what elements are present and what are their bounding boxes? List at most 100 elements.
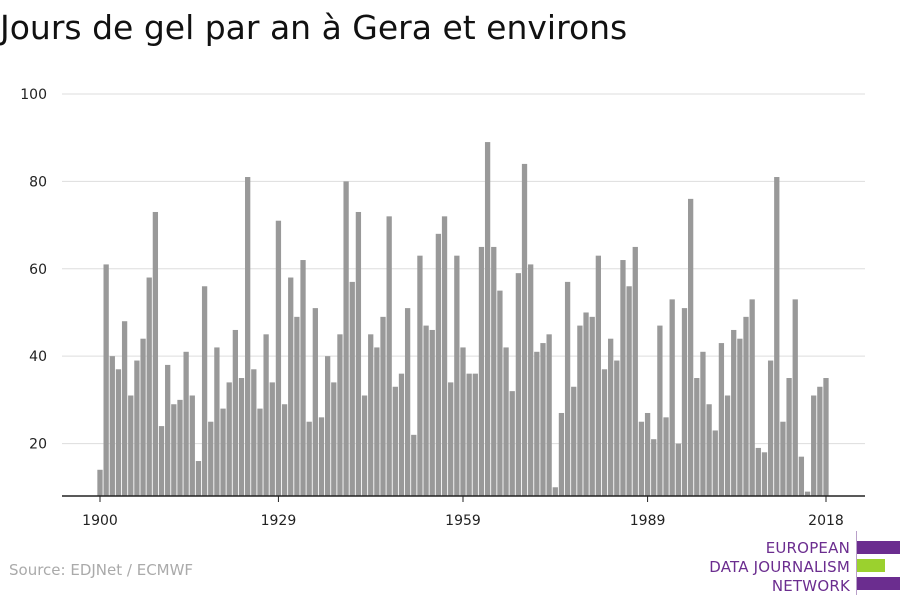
bar [158, 426, 165, 496]
bar [152, 211, 159, 497]
logo-bar-bottom [857, 577, 900, 590]
bar [780, 421, 786, 496]
bar [404, 308, 411, 496]
bar [558, 412, 565, 496]
bar [232, 329, 238, 496]
bar [226, 382, 232, 496]
bar [718, 343, 725, 496]
bar [128, 395, 134, 496]
bar [97, 469, 103, 496]
x-tick-label: 1900 [82, 513, 118, 529]
bar [601, 369, 608, 496]
bar [368, 334, 374, 496]
bar [423, 325, 429, 496]
bar [515, 273, 522, 496]
bar [312, 308, 318, 496]
bar [472, 373, 478, 496]
bar [484, 142, 491, 496]
bar [564, 281, 571, 496]
bar [528, 264, 534, 496]
bar [165, 364, 171, 496]
bar [398, 373, 405, 496]
x-tick-label: 2018 [808, 513, 844, 529]
bar [712, 430, 718, 496]
bar [355, 211, 362, 497]
bar [786, 378, 792, 496]
bar [521, 163, 528, 496]
bar [663, 417, 669, 496]
bar [361, 395, 368, 496]
bar [195, 461, 202, 496]
bar [257, 408, 263, 496]
bar [263, 334, 269, 496]
bar [441, 216, 448, 496]
bar [651, 439, 657, 496]
bar [306, 421, 312, 496]
bar [115, 369, 122, 496]
bar [657, 325, 663, 496]
bar [177, 399, 183, 496]
y-tick-label: 40 [29, 349, 47, 365]
bar [183, 351, 189, 496]
bar [251, 369, 257, 496]
bar [466, 373, 472, 496]
bar [552, 487, 558, 496]
bar [638, 421, 645, 496]
x-tick-label: 1959 [445, 513, 481, 529]
bar [380, 316, 386, 496]
bar [238, 378, 245, 496]
bar-series [97, 142, 829, 497]
bar [281, 404, 288, 496]
y-tick-label: 60 [29, 262, 47, 278]
edjnet-logo: EUROPEAN DATA JOURNALISM NETWORK [700, 531, 900, 596]
bar [497, 290, 503, 496]
bar [386, 216, 392, 496]
logo-bar-top [857, 541, 900, 554]
y-tick-label: 80 [29, 174, 47, 190]
bar [411, 434, 417, 496]
bar [724, 395, 731, 496]
y-tick-label: 20 [29, 437, 47, 453]
bar [509, 391, 515, 496]
bar [737, 338, 743, 496]
bar [743, 316, 749, 496]
bar [460, 347, 466, 496]
bar [632, 246, 638, 496]
bar [644, 412, 651, 496]
bar [140, 338, 146, 496]
bar [694, 378, 700, 496]
bar [288, 277, 294, 496]
bar [811, 395, 817, 496]
y-tick-label: 100 [20, 87, 47, 103]
x-tick-label: 1989 [630, 513, 666, 529]
bar [189, 395, 195, 496]
chart-title: Jours de gel par an à Gera et environs [0, 8, 628, 47]
bar [761, 452, 768, 496]
bar [392, 386, 398, 496]
bar [294, 316, 300, 496]
bar [675, 443, 681, 496]
bar [595, 255, 601, 496]
bar [300, 260, 306, 496]
logo-separator [856, 531, 857, 595]
bar [546, 334, 552, 496]
bar [417, 255, 423, 496]
bar [109, 356, 115, 496]
logo-text-data-journalism: DATA JOURNALISM [709, 558, 850, 576]
bar [823, 378, 829, 496]
bar [454, 255, 460, 496]
bar [448, 382, 454, 496]
source-note: Source: EDJNet / ECMWF [9, 561, 194, 579]
bar [614, 360, 620, 496]
bar [220, 408, 226, 496]
bar [700, 351, 706, 496]
bar [245, 177, 251, 496]
bar [583, 312, 589, 496]
bar [626, 286, 632, 496]
bar [214, 347, 220, 496]
bar [429, 329, 435, 496]
bar [201, 286, 208, 496]
bar [343, 181, 349, 496]
bar [706, 404, 712, 496]
bar [208, 421, 214, 496]
